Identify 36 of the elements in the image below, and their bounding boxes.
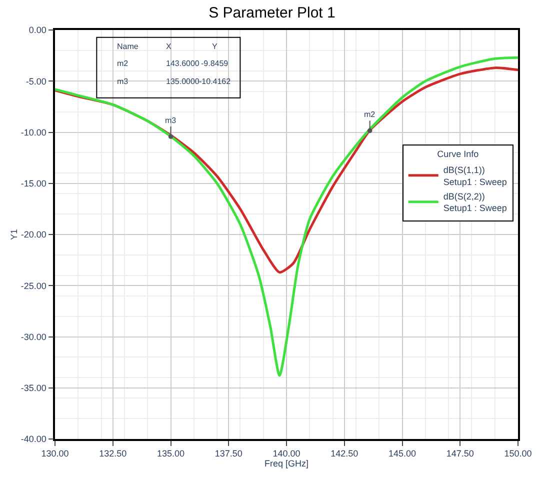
annotation: m2 [117, 59, 129, 68]
y-axis-title: Y1 [8, 228, 19, 240]
x-tick-label: 145.00 [388, 448, 416, 459]
x-tick-label: 135.00 [156, 448, 185, 459]
x-tick-label: 147.50 [446, 448, 474, 459]
x-tick-label: 130.00 [41, 448, 69, 459]
y-tick-label: -15.00 [20, 178, 46, 189]
annotation: 143.6000 [166, 59, 200, 68]
y-tick-label: -5.00 [26, 76, 46, 86]
legend-title: Curve Info [437, 149, 479, 160]
x-tick-label: 132.50 [99, 448, 127, 459]
legend-label: dB(S(2,2)) Setup1 : Sweep [443, 191, 507, 214]
annotation: Name [117, 42, 139, 51]
x-axis-title: Freq [GHz] [264, 458, 309, 469]
annotation: -10.4162 [199, 77, 232, 86]
annotation: m2 [364, 110, 376, 119]
y-tick-label: -35.00 [20, 383, 46, 394]
annotation: 135.0000 [166, 77, 200, 86]
x-tick-label: 150.00 [504, 448, 532, 459]
chart-title: S Parameter Plot 1 [208, 4, 336, 22]
annotation: X [166, 42, 172, 51]
y-tick-label: 0.00 [28, 25, 46, 36]
line-series [55, 56, 518, 377]
annotation: m3 [117, 77, 129, 86]
x-tick-label: 137.50 [214, 448, 242, 459]
annotation: -9.8459 [201, 59, 229, 68]
y-tick-label: -30.00 [20, 332, 46, 342]
annotation: Y [212, 42, 218, 51]
y-tick-label: -10.00 [20, 127, 46, 138]
y-tick-label: -40.00 [20, 434, 46, 444]
y-tick-label: -20.00 [20, 230, 46, 240]
x-tick-label: 142.50 [330, 448, 358, 459]
y-tick-label: -25.00 [20, 280, 46, 291]
legend-label: dB(S(1,1)) Setup1 : Sweep [443, 165, 507, 187]
x-tick-label: 140.00 [272, 448, 300, 459]
annotation: m3 [165, 116, 177, 125]
